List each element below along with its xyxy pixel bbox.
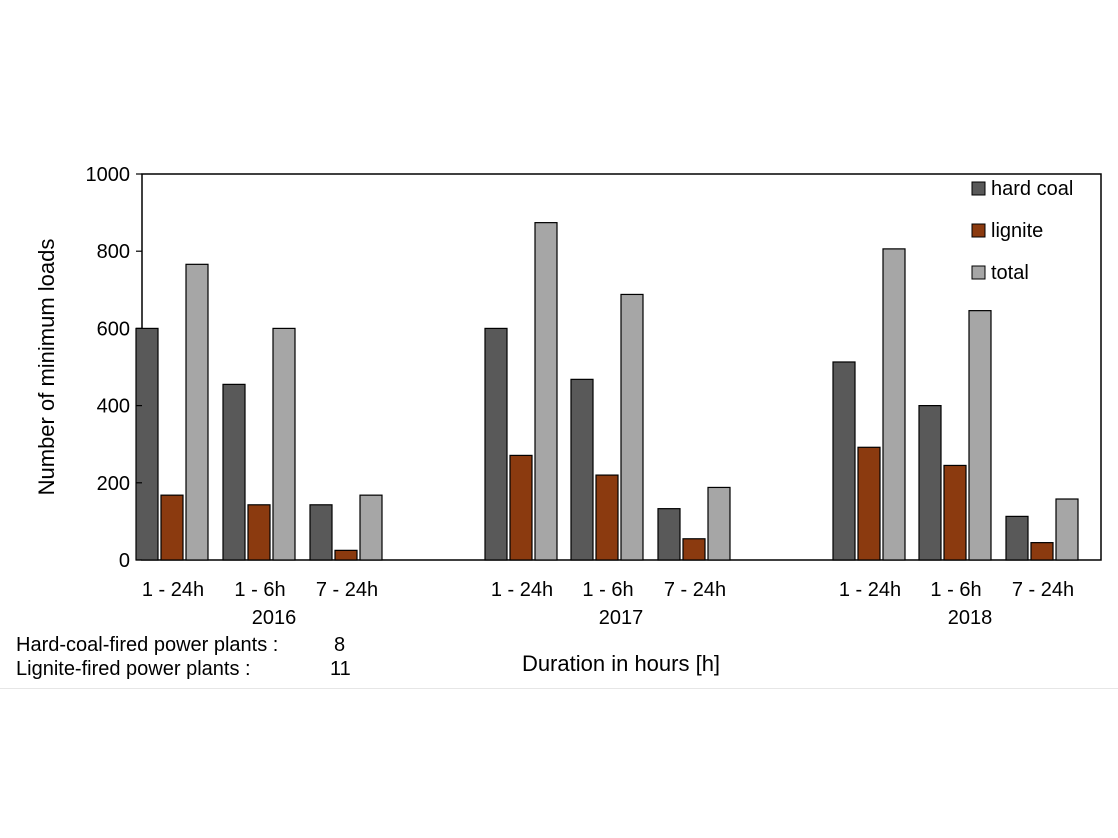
x-category-label: 1 - 24h [142, 579, 204, 601]
bar-lignite-2016-1 [247, 504, 271, 561]
legend-label-lignite: lignite [991, 220, 1043, 242]
legend-label-total: total [991, 262, 1029, 284]
legend-swatch-total [971, 265, 986, 280]
x-group-year-label: 2017 [599, 607, 644, 629]
lignite-plants-label: Lignite-fired power plants : [16, 658, 251, 680]
bar-lignite-2017-2 [682, 538, 706, 561]
legend-swatch-hard-coal [971, 181, 986, 196]
bar-total-2018-2 [1055, 498, 1079, 561]
y-axis-title: Number of minimum loads [34, 239, 59, 496]
y-tick-label: 400 [97, 396, 130, 418]
bar-total-2017-2 [707, 486, 731, 561]
y-tick-label: 800 [97, 241, 130, 263]
bar-hard-coal-2016-1 [222, 383, 246, 561]
bar-total-2017-0 [534, 222, 558, 561]
bottom-divider [0, 688, 1118, 689]
bar-lignite-2018-2 [1030, 542, 1054, 561]
bar-hard-coal-2017-0 [484, 327, 508, 561]
x-category-label: 1 - 6h [930, 579, 981, 601]
x-category-label: 7 - 24h [316, 579, 378, 601]
x-category-label: 1 - 24h [839, 579, 901, 601]
x-category-label: 7 - 24h [664, 579, 726, 601]
bar-total-2018-0 [882, 248, 906, 561]
legend-label-hard-coal: hard coal [991, 178, 1073, 200]
bar-total-2016-0 [185, 263, 209, 561]
bar-hard-coal-2018-1 [918, 405, 942, 561]
y-tick-label: 1000 [86, 164, 131, 186]
legend-swatch-lignite [971, 223, 986, 238]
x-axis-title: Duration in hours [h] [522, 651, 720, 676]
bar-hard-coal-2016-2 [309, 504, 333, 561]
bar-lignite-2018-0 [857, 446, 881, 561]
bar-lignite-2016-0 [160, 494, 184, 561]
bar-lignite-2017-1 [595, 474, 619, 561]
bar-total-2016-2 [359, 494, 383, 561]
x-group-year-label: 2018 [948, 607, 993, 629]
lignite-plants-count: 11 [330, 658, 351, 680]
y-tick-label: 200 [97, 473, 130, 495]
bar-lignite-2018-1 [943, 464, 967, 561]
bar-lignite-2016-2 [334, 549, 358, 561]
bar-hard-coal-2018-0 [832, 361, 856, 561]
x-category-label: 7 - 24h [1012, 579, 1074, 601]
bar-hard-coal-2017-1 [570, 378, 594, 561]
x-group-year-label: 2016 [252, 607, 297, 629]
bar-total-2017-1 [620, 293, 644, 561]
hard-coal-plants-count: 8 [334, 634, 346, 656]
x-category-label: 1 - 6h [582, 579, 633, 601]
bar-total-2016-1 [272, 327, 296, 561]
y-tick-label: 600 [97, 318, 130, 340]
x-category-label: 1 - 6h [234, 579, 285, 601]
x-category-label: 1 - 24h [491, 579, 553, 601]
y-tick-label: 0 [119, 550, 130, 572]
bar-lignite-2017-0 [509, 454, 533, 561]
bar-hard-coal-2017-2 [657, 508, 681, 561]
bar-hard-coal-2018-2 [1005, 515, 1029, 561]
bar-total-2018-1 [968, 310, 992, 561]
bar-hard-coal-2016-0 [135, 327, 159, 561]
hard-coal-plants-label: Hard-coal-fired power plants : [16, 634, 279, 656]
